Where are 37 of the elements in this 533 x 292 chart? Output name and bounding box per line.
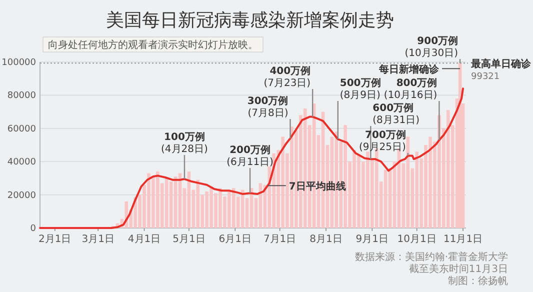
y-tick-label: 60000 — [7, 124, 36, 134]
annotation: 100万例 (4月28日) — [161, 131, 208, 155]
ref-line-label: 最高单日确诊 99321 — [470, 58, 532, 82]
annotation: 900万例 (10月30日) — [404, 35, 458, 59]
text: 向身处任何地方的观看者演示实时幻灯片放映。 — [48, 39, 258, 51]
text: 制图：徐扬帆 — [448, 275, 508, 287]
text: 截至美东时间11月3日 — [408, 263, 508, 275]
bar — [446, 110, 450, 228]
x-tick-label: 11月1日 — [443, 234, 483, 245]
y-tick-label: 40000 — [7, 158, 36, 168]
bar — [406, 136, 410, 228]
y-tick-label: 0 — [30, 224, 36, 234]
x-tick-label: 10月1日 — [397, 234, 436, 245]
x-tick-label: 8月1日 — [310, 234, 342, 245]
annotation: 800万例 (10月16日) — [384, 77, 438, 101]
x-tick-label: 7月1日 — [263, 234, 296, 245]
x-tick-label: 3月1日 — [82, 234, 114, 245]
x-tick-label: 5月1日 — [172, 234, 206, 245]
y-tick-label: 80000 — [7, 91, 36, 102]
annotation: 7日平均曲线 — [288, 180, 346, 193]
source-note: 数据来源：美国约翰·霍普金斯大学 — [354, 251, 508, 263]
x-tick-label: 9月1日 — [356, 234, 389, 245]
annotation: 500万例 (8月9日) — [340, 77, 381, 101]
y-tick-label: 20000 — [7, 190, 36, 201]
bar — [164, 178, 168, 228]
annotation: 200万例 (6月11日) — [226, 144, 274, 168]
bar — [196, 180, 200, 228]
bar — [384, 170, 388, 228]
y-tick-label: 100000 — [2, 58, 36, 68]
chart-title: 美国每日新冠病毒感染新增案例走势 — [106, 10, 394, 31]
annotation: 300万例 (7月8日) — [247, 95, 288, 119]
x-tick-label: 6月1日 — [218, 234, 252, 245]
annotation: 400万例 (7月23日) — [264, 65, 311, 89]
x-tick-label: 4月1日 — [128, 234, 161, 245]
annotation: 600万例 (8月31日) — [372, 102, 420, 126]
x-tick-label: 2月1日 — [38, 234, 72, 245]
annotation: 每日新增确诊 — [378, 64, 440, 76]
